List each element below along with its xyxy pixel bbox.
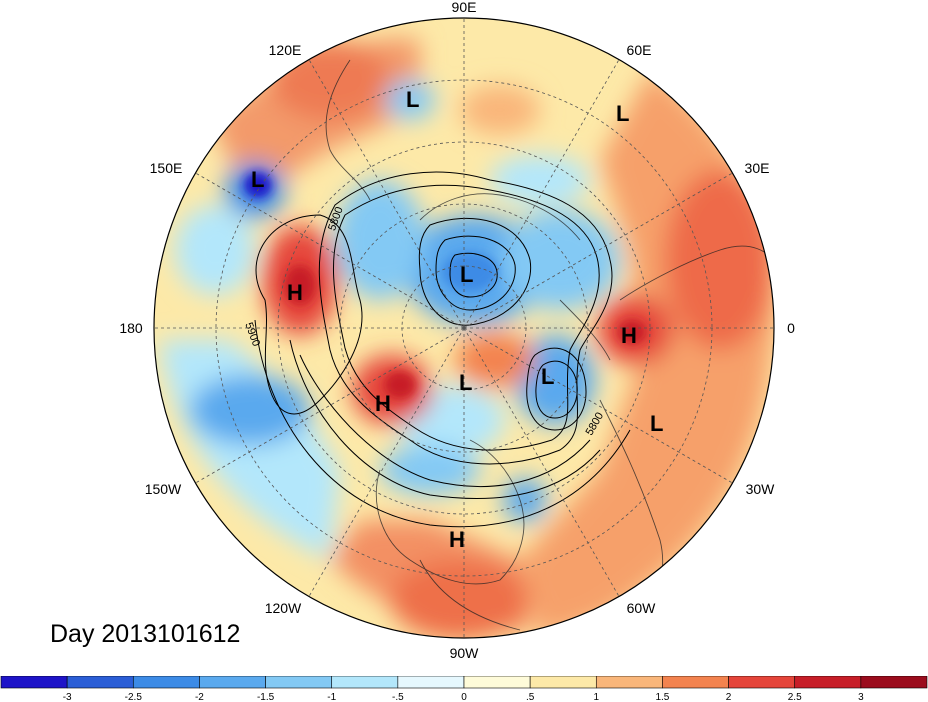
colorbar-box — [0, 676, 68, 689]
colorbar-tick-label: -1 — [327, 692, 336, 702]
colorbar-tick-label: 0 — [461, 692, 467, 702]
colorbar-tick-label: -3 — [63, 692, 72, 702]
colorbar-tick-label: -.5 — [392, 692, 404, 702]
high-center: H — [621, 323, 637, 348]
colorbar-box — [397, 676, 465, 689]
lon-label-30e: 30E — [745, 160, 770, 176]
lon-label-90e: 90E — [452, 0, 477, 15]
longitude-labels: 90E 60E 30E 0 30W 60W 90W 120W 150W 180 … — [119, 0, 795, 661]
colorbar-tick-label: 1 — [594, 692, 600, 702]
lon-label-180: 180 — [119, 320, 143, 336]
colorbar-tick-label: 3 — [858, 692, 864, 702]
colorbar-tick-label: -2 — [195, 692, 204, 702]
contour-lines — [254, 171, 631, 528]
meridian-line — [463, 172, 733, 329]
colorbar-tick-label: .5 — [526, 692, 535, 702]
lon-label-150w: 150W — [145, 481, 182, 497]
low-center: L — [616, 101, 629, 126]
colorbar-box — [595, 676, 663, 689]
lon-label-60w: 60W — [627, 600, 657, 616]
meridian-line — [195, 172, 465, 329]
anomaly-field — [154, 18, 774, 638]
meridian-line — [463, 327, 620, 597]
high-center: H — [375, 391, 391, 416]
graticule — [154, 18, 774, 638]
colorbar: -3 -2.5 -2 -1.5 -1 -.5 0 .5 1 1.5 2 2.5 3 — [0, 676, 928, 702]
lon-label-120w: 120W — [265, 600, 302, 616]
colorbar-box — [463, 676, 531, 689]
map-title: Day 2013101612 — [50, 620, 241, 648]
colorbar-tick-label: 2.5 — [788, 692, 802, 702]
colorbar-box — [794, 676, 862, 689]
meridian-line — [308, 327, 465, 597]
colorbar-tick-label: 2 — [726, 692, 732, 702]
colorbar-box — [662, 676, 729, 689]
low-center: L — [459, 370, 472, 395]
meridian-line — [308, 59, 465, 329]
colorbar-box — [199, 676, 266, 689]
low-center: L — [541, 364, 554, 389]
lon-label-30w: 30W — [746, 481, 776, 497]
colorbar-tick-label: 1.5 — [655, 692, 669, 702]
map-boundary — [153, 17, 775, 639]
lon-label-60e: 60E — [627, 42, 652, 58]
colorbar-box — [860, 676, 928, 689]
colorbar-box — [331, 676, 399, 689]
colorbar-tick-label: -1.5 — [257, 692, 275, 702]
colorbar-tick-label: -2.5 — [125, 692, 143, 702]
low-center: L — [406, 87, 419, 112]
lon-label-150e: 150E — [150, 160, 183, 176]
colorbar-box — [265, 676, 333, 689]
high-center: H — [449, 527, 465, 552]
meridian-line — [463, 59, 620, 329]
colorbar-box — [66, 676, 134, 689]
lon-label-120e: 120E — [269, 42, 302, 58]
low-center: L — [251, 167, 264, 192]
low-center: L — [650, 411, 663, 436]
low-center: L — [460, 262, 473, 287]
lon-label-0: 0 — [787, 320, 795, 336]
colorbar-box — [728, 676, 796, 689]
polar-map: 5800 5900 5800 L L L L H H L L H L H 90E… — [119, 0, 795, 661]
meridian-line — [195, 327, 465, 484]
colorbar-box — [529, 676, 597, 689]
high-center: H — [287, 280, 303, 305]
colorbar-box — [132, 676, 200, 689]
pressure-centers: L L L L H H L L H L H — [251, 87, 663, 552]
meridian-line — [463, 327, 733, 484]
lon-label-90w: 90W — [450, 645, 480, 661]
